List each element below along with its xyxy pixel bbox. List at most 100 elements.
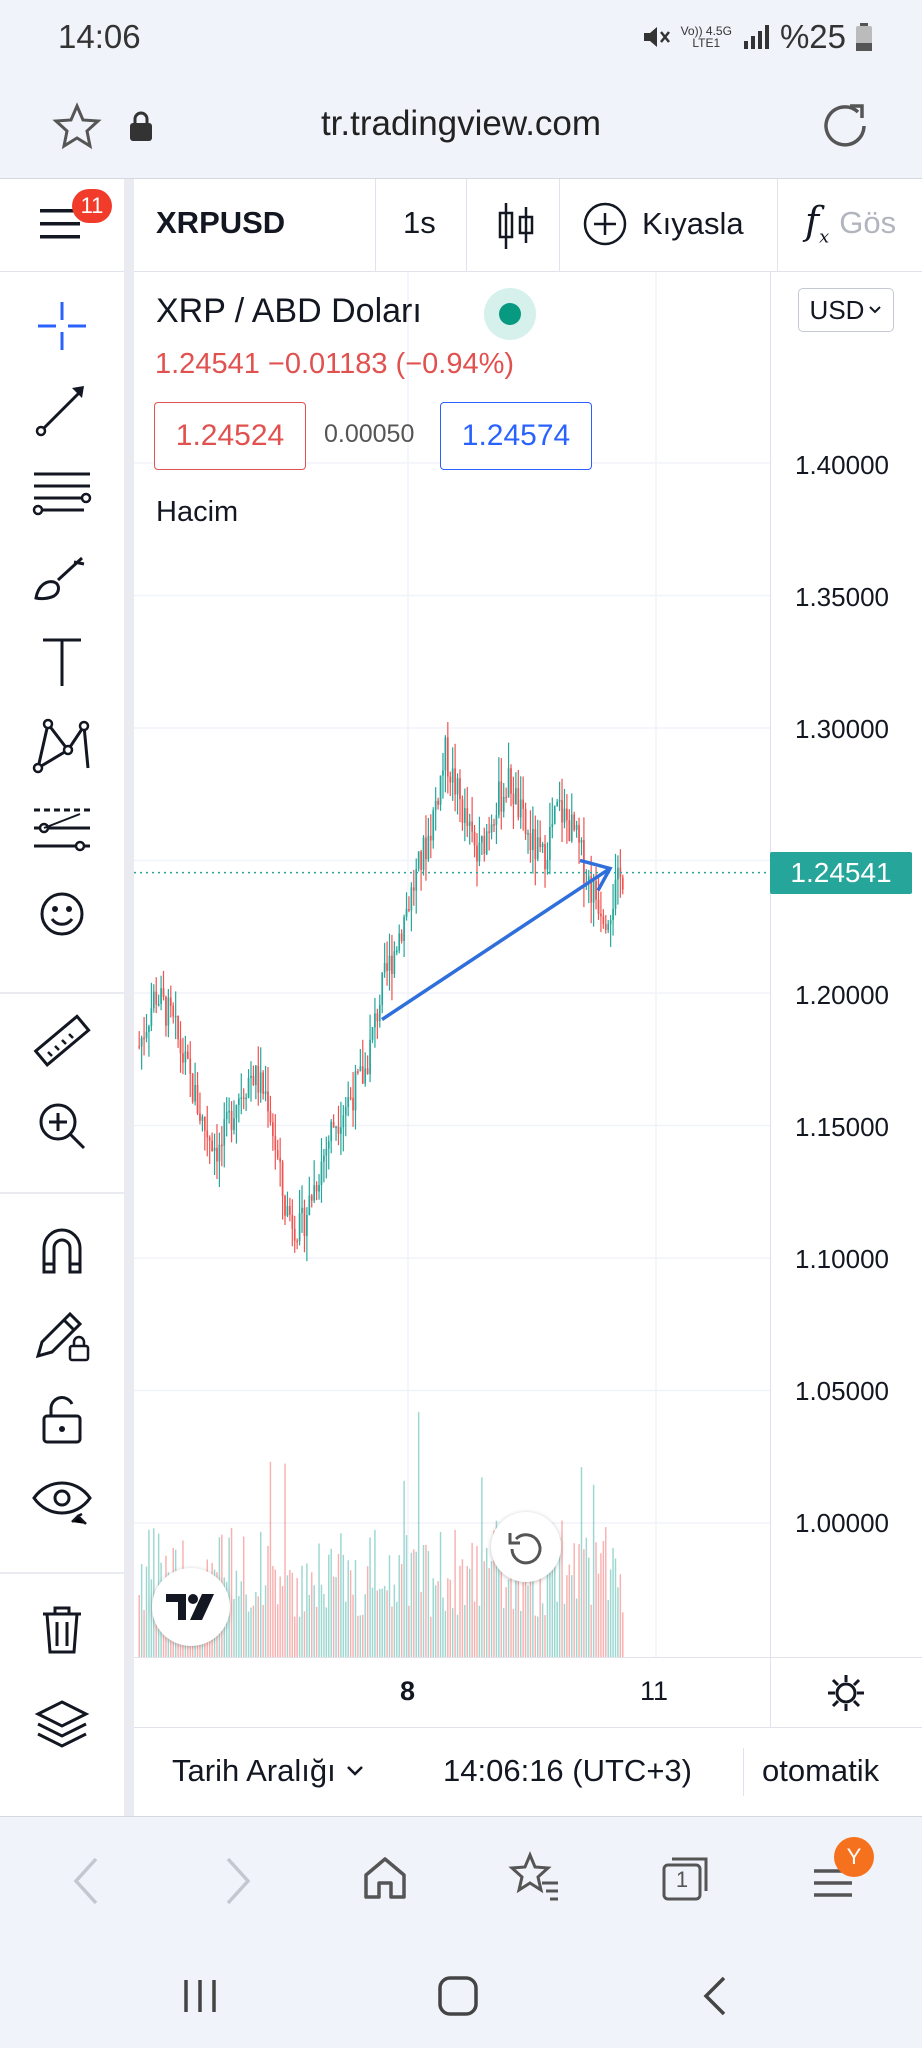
volume-bar <box>585 1537 588 1657</box>
symbol-button[interactable]: XRPUSD <box>156 205 286 240</box>
pattern-tool[interactable] <box>24 714 100 778</box>
back-nav-icon[interactable] <box>700 1974 730 2018</box>
candle-style-icon[interactable] <box>496 201 536 251</box>
volume-bar <box>388 1555 391 1657</box>
candle-body <box>493 824 495 826</box>
candle-body <box>459 778 461 800</box>
zoom-tool[interactable] <box>24 1094 100 1158</box>
candle-body <box>376 1013 379 1022</box>
candle-body <box>191 1073 194 1102</box>
interval-button[interactable]: 1s <box>403 205 436 240</box>
bookmarks-icon[interactable] <box>508 1851 562 1905</box>
candle-body <box>621 877 624 890</box>
volume-bar <box>619 1574 622 1657</box>
candle-body <box>257 1065 260 1093</box>
volume-bar <box>437 1581 439 1657</box>
visibility-tool[interactable] <box>24 1470 100 1534</box>
candle-body <box>327 1141 330 1149</box>
volume-bar <box>143 1610 145 1657</box>
candle-body <box>512 793 515 805</box>
lock-drawings-tool[interactable] <box>24 1302 100 1366</box>
buy-button[interactable]: 1.24574 <box>440 402 592 470</box>
volume-bar <box>432 1578 434 1657</box>
tabs-button[interactable]: 1 <box>660 1853 712 1905</box>
profile-badge[interactable]: Y <box>834 1837 874 1877</box>
magnet-tool[interactable] <box>24 1218 100 1282</box>
volume-bar <box>335 1577 337 1657</box>
time-axis[interactable] <box>134 1657 770 1728</box>
reload-icon[interactable] <box>820 100 870 150</box>
ruler-tool[interactable] <box>24 1010 100 1074</box>
remove-drawings-tool[interactable] <box>24 1598 100 1662</box>
volume-bar <box>420 1591 422 1657</box>
back-icon[interactable] <box>66 1853 106 1909</box>
volume-bar <box>250 1607 252 1657</box>
volume-bar <box>386 1590 388 1657</box>
tradingview-logo[interactable] <box>152 1568 230 1646</box>
market-status[interactable] <box>484 288 536 340</box>
star-icon[interactable] <box>52 102 102 152</box>
brush-tool[interactable] <box>24 546 100 610</box>
volume-bar <box>578 1544 580 1657</box>
crosshair-tool[interactable] <box>24 294 100 358</box>
volume-bar <box>454 1529 456 1657</box>
candle-body <box>502 796 505 812</box>
volume-bar <box>267 1545 269 1657</box>
volume-bar <box>546 1528 549 1657</box>
forward-icon[interactable] <box>218 1853 258 1909</box>
trend-line-tool[interactable] <box>24 378 100 442</box>
gear-icon[interactable] <box>825 1672 867 1714</box>
candle-body <box>189 1058 192 1074</box>
volume-bar <box>272 1565 274 1657</box>
volume-bar <box>379 1588 381 1657</box>
candle-body <box>182 1053 184 1063</box>
recent-apps-icon[interactable] <box>180 1976 220 2016</box>
candle-body <box>369 1039 371 1075</box>
volume-label[interactable]: Hacim <box>156 496 239 528</box>
volume-bar <box>313 1585 315 1657</box>
candle-body <box>386 963 388 971</box>
price-chart[interactable] <box>134 272 770 1657</box>
candle-body <box>293 1228 296 1241</box>
menu-button[interactable]: 11 <box>36 189 112 252</box>
object-tree-tool[interactable] <box>24 1692 100 1756</box>
compare-label: Kıyasla <box>642 206 744 241</box>
volume-bar <box>228 1537 230 1657</box>
auto-scale-button[interactable]: otomatik <box>762 1753 880 1788</box>
price-tick: 1.15000 <box>795 1112 889 1142</box>
reset-chart-button[interactable] <box>491 1512 561 1582</box>
volume-bar <box>328 1554 330 1657</box>
sell-button[interactable]: 1.24524 <box>154 402 306 470</box>
candle-body <box>235 1105 238 1119</box>
candle-body <box>561 800 563 823</box>
chart-pane[interactable] <box>134 272 770 1657</box>
date-range-button[interactable]: Tarih Aralığı <box>172 1753 364 1789</box>
home-nav-icon[interactable] <box>436 1974 480 2018</box>
lock-all-tool[interactable] <box>24 1386 100 1450</box>
price-axis[interactable] <box>770 272 922 1657</box>
url-text[interactable]: tr.tradingview.com <box>320 104 602 143</box>
indicators-button[interactable]: fx Gös <box>805 199 896 248</box>
candle-body <box>306 1214 308 1237</box>
emoji-tool[interactable] <box>24 882 100 946</box>
currency-selector[interactable]: USD <box>798 288 894 332</box>
price-tick: 1.40000 <box>795 450 889 480</box>
volume-bar <box>515 1562 517 1657</box>
forecast-tool[interactable] <box>24 798 100 862</box>
price-tick: 1.05000 <box>795 1376 889 1406</box>
volume-bar <box>403 1480 405 1657</box>
chart-bottom-bar <box>134 1727 922 1817</box>
volume-bar <box>478 1605 481 1657</box>
candle-body <box>532 829 534 851</box>
candle-body <box>148 1026 150 1032</box>
volume-bar <box>473 1601 476 1657</box>
volume-bar <box>580 1467 583 1657</box>
timezone-clock[interactable]: 14:06:16 (UTC+3) <box>443 1753 692 1788</box>
home-icon[interactable] <box>360 1853 410 1903</box>
text-tool[interactable] <box>24 630 100 694</box>
forecast-icon <box>34 808 90 852</box>
volume-bar <box>148 1529 150 1657</box>
compare-button[interactable]: Kıyasla <box>582 201 744 247</box>
drawing-toolbar <box>0 272 124 1816</box>
fib-tool[interactable] <box>24 462 100 526</box>
